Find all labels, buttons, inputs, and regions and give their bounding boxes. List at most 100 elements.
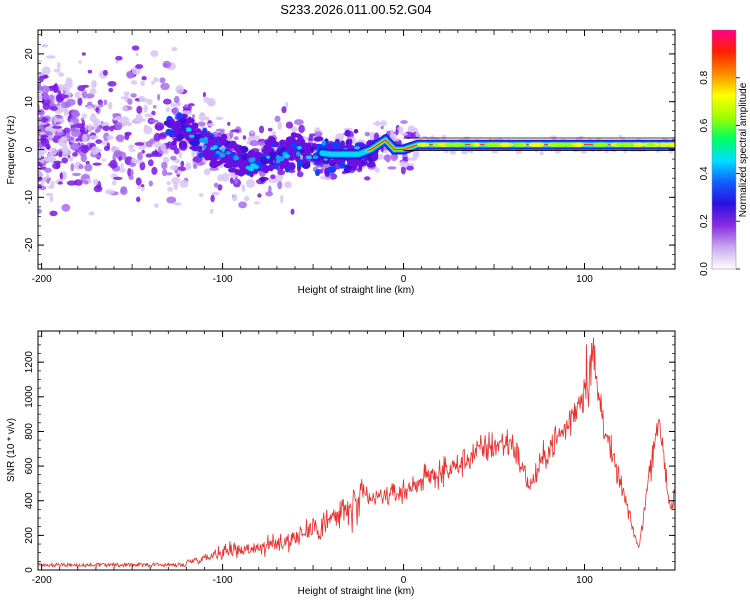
spectrogram-bright-spot: [185, 127, 192, 132]
spectrogram-blob: [288, 169, 296, 173]
spectrogram-blob: [66, 98, 76, 106]
spectrogram-bright-spot: [248, 167, 255, 172]
spectrogram-blob: [231, 129, 240, 133]
spectrogram-blob: [233, 177, 239, 185]
spectrogram-blob: [179, 179, 189, 188]
spectrogram-blob: [217, 174, 224, 182]
spectrogram-blob: [227, 121, 231, 126]
spectrogram-blob: [285, 121, 293, 129]
spectrogram-blob: [57, 62, 61, 70]
spectrogram-blob: [154, 203, 159, 208]
x-tick-label: 100: [576, 575, 593, 586]
spectrogram-blob: [153, 141, 162, 149]
spectrogram-band-mod: [646, 142, 656, 147]
spectrogram-blob: [87, 69, 93, 74]
spectrogram-blob: [154, 122, 165, 131]
snr-panel: -200 -100 0 100 0 200 400 600 800 1000 1200 Heigh…: [6, 330, 676, 597]
spectrogram-halo: [611, 149, 617, 153]
spectrogram-blob: [191, 114, 196, 119]
x-tick-label: -100: [213, 274, 233, 285]
spectrogram-blob: [294, 119, 304, 126]
spectrogram-blob: [242, 135, 247, 140]
spectrogram-blob: [56, 118, 64, 123]
spectrogram-blob: [309, 133, 316, 137]
spectrogram-blob: [41, 44, 49, 48]
spectrogram-blob: [78, 164, 84, 170]
spectrogram-blob: [43, 91, 49, 101]
spectrogram-blob: [101, 139, 108, 146]
spectrogram-blob: [38, 120, 42, 126]
snr-x-ticks: -200 -100 0 100: [32, 331, 658, 586]
spectrogram-ridge-blob: [223, 162, 233, 168]
spectrogram-ridge-blob: [344, 129, 351, 137]
spectrogram-blob: [209, 167, 219, 171]
spectrogram-blob: [136, 105, 143, 114]
spectrogram-halo: [468, 148, 474, 154]
spectrogram-blob: [44, 167, 52, 173]
spectrogram-blob: [50, 180, 55, 188]
spectrogram-blob: [119, 168, 126, 173]
spectrogram-blob: [290, 208, 295, 215]
spectrogram-blob: [38, 59, 42, 64]
spectrogram-blob: [149, 119, 159, 123]
spectrogram-blob: [40, 127, 46, 133]
spectrogram-bright-spot: [212, 145, 218, 150]
spectrogram-blob: [203, 116, 210, 121]
y-tick-label: 200: [24, 527, 35, 544]
snr-series-line: [38, 337, 675, 569]
spectrogram-blob: [364, 131, 371, 137]
spectrogram-blob: [400, 120, 408, 124]
spectrogram-blob: [38, 142, 43, 148]
spectrogram-blob: [274, 115, 281, 123]
y-tick-label: 400: [24, 492, 35, 509]
spectrogram-blob: [39, 131, 46, 135]
spectrogram-blob: [215, 116, 224, 121]
spectrogram-blob: [70, 117, 76, 121]
spectrogram-blob: [397, 126, 404, 134]
spectrogram-blob: [65, 132, 71, 138]
spectrogram-bright-spot: [218, 152, 226, 158]
spectrogram-blob: [81, 52, 86, 56]
spectrogram-blob: [126, 71, 133, 78]
snr-y-ticks: 0 200 400 600 800 1000 1200: [24, 335, 675, 573]
spectrogram-blob: [258, 125, 265, 134]
spectrogram-halo: [539, 151, 545, 156]
spectrogram-blob: [203, 168, 211, 176]
spectrogram-blob: [120, 163, 124, 169]
spectrogram-band-mod: [666, 142, 675, 147]
spectrogram-blob: [211, 191, 220, 196]
spectrogram-blob: [68, 127, 79, 133]
spectrogram-blob: [137, 152, 143, 161]
spectrogram-blob: [372, 122, 383, 126]
spectrogram-blob: [213, 182, 219, 188]
x-tick-label: -200: [32, 274, 52, 285]
spectrogram-blob: [38, 170, 43, 177]
spectrogram-blob: [113, 152, 122, 156]
spectrogram-blob: [215, 128, 226, 132]
y-tick-label: -10: [24, 190, 35, 205]
spectrogram-blob: [84, 163, 93, 172]
spectrogram-band-mod: [556, 142, 567, 147]
y-tick-label: 600: [24, 457, 35, 474]
spectrogram-blob: [173, 181, 179, 191]
spectrogram-blob: [151, 80, 155, 85]
spectrogram-blob: [135, 64, 144, 69]
snr-x-label: Height of straight line (km): [298, 586, 415, 597]
spectrogram-blob: [74, 91, 81, 99]
spectrogram-blob: [45, 55, 56, 59]
spectrogram-blob: [49, 106, 58, 111]
spectrogram-blob: [115, 134, 125, 143]
y-tick-label: 1000: [24, 385, 35, 408]
spectrogram-ridge-blob: [260, 157, 266, 165]
spectrogram-blob: [280, 194, 284, 204]
spectrogram-blob: [131, 45, 140, 51]
spectrogram-blob: [281, 106, 287, 114]
spectrogram-blob: [52, 84, 59, 93]
spectrogram-blob: [102, 69, 108, 76]
spectrogram-ridge-blob: [279, 139, 285, 148]
spectrogram-blob: [277, 121, 282, 130]
spectrogram-blob: [120, 187, 128, 196]
spectrogram-blob: [41, 66, 51, 75]
spectrogram-band-mod: [572, 142, 583, 147]
spectrogram-blob: [250, 130, 254, 134]
